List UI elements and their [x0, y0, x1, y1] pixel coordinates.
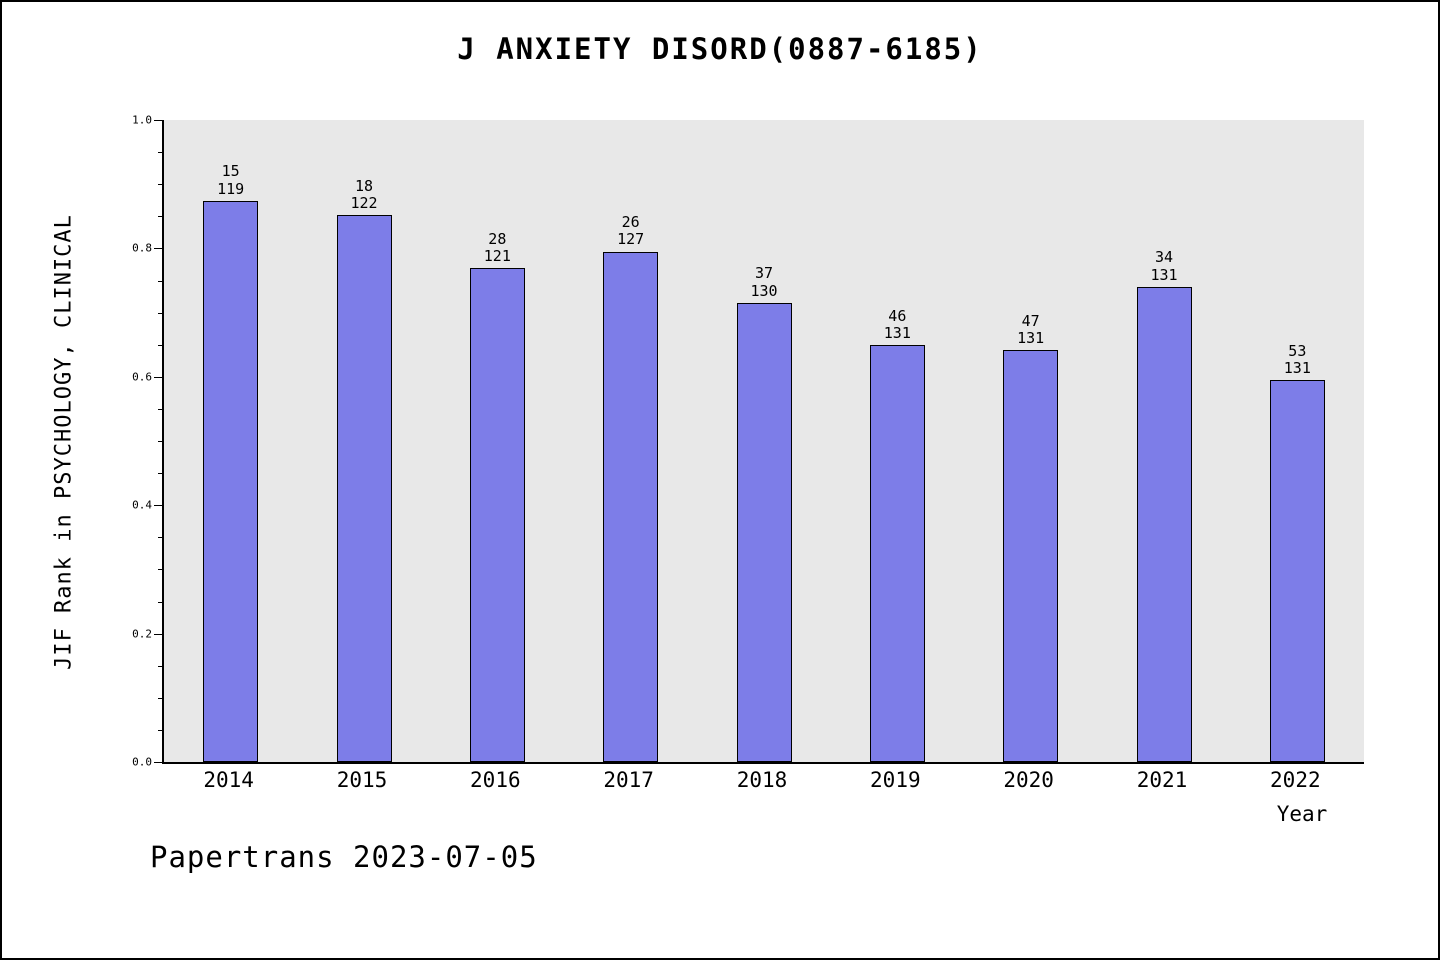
bar	[203, 200, 259, 762]
bar	[469, 268, 525, 762]
bar-group-2018: 37 130	[736, 265, 792, 762]
y-tick-label: 0.6	[132, 370, 152, 384]
bar-value-label: 15 119	[217, 162, 245, 198]
y-minor-tick	[158, 537, 162, 539]
y-minor-tick	[158, 312, 162, 315]
x-axis: 2014 2015 2016 2017 2018 2019 2020 2021 2022	[162, 768, 1362, 798]
bar-value-label: 34 131	[1150, 248, 1178, 284]
bar-group-2021: 34 131	[1136, 249, 1192, 762]
bar	[603, 251, 659, 762]
y-minor-tick	[158, 569, 162, 571]
bar-group-2017: 26 127	[603, 214, 659, 762]
y-minor-tick	[158, 184, 162, 186]
y-tick-label: 0.8	[132, 241, 152, 255]
x-tick-label: 2014	[203, 768, 254, 792]
bar-value-label: 18 122	[350, 176, 378, 212]
bar-group-2022: 53 131	[1269, 342, 1325, 762]
y-tick-label: 0.4	[132, 498, 152, 512]
x-tick-label: 2021	[1136, 768, 1188, 792]
y-major-tick	[154, 762, 162, 764]
y-minor-tick	[158, 473, 162, 475]
bar	[869, 345, 925, 762]
footer-watermark: Papertrans 2023-07-05	[150, 840, 538, 874]
y-major-tick	[154, 120, 162, 122]
x-tick-label: 2015	[336, 768, 388, 792]
y-axis: 0.0 0.2 0.4 0.6 0.8 1.0	[132, 114, 162, 769]
bar	[336, 215, 392, 762]
bar-group-2014: 15 119	[203, 163, 259, 762]
y-minor-tick	[158, 697, 162, 700]
bar	[736, 302, 792, 762]
bar-value-label: 28 121	[483, 229, 511, 266]
x-tick-label: 2018	[736, 768, 788, 792]
y-minor-tick	[158, 665, 162, 668]
y-tick-label: 0.0	[132, 755, 152, 769]
y-minor-tick	[158, 280, 162, 283]
y-major-tick	[154, 505, 162, 507]
y-tick-label: 0.2	[132, 627, 152, 641]
y-axis-title: JIF Rank in PSYCHOLOGY, CLINICAL	[51, 214, 77, 670]
bar-group-2019: 46 131	[869, 307, 925, 762]
y-minor-tick	[158, 152, 162, 154]
x-tick-label: 2020	[1003, 768, 1054, 792]
y-minor-tick	[158, 408, 162, 411]
plot-area: 15 119 18 122 28 121 26 127 37 130 46 131 47 1…	[162, 120, 1364, 764]
chart-title: J ANXIETY DISORD(0887-6185)	[457, 32, 983, 66]
y-minor-tick	[158, 344, 162, 347]
bar-group-2020: 47 131	[1003, 312, 1059, 762]
y-major-tick	[154, 633, 162, 636]
y-tick-label: 1.0	[132, 113, 152, 127]
x-axis-title: Year	[1276, 802, 1328, 826]
x-tick-label: 2017	[603, 768, 654, 792]
x-tick-label: 2016	[470, 768, 521, 792]
y-minor-tick	[158, 729, 162, 732]
y-minor-tick	[158, 216, 162, 218]
bar	[1269, 380, 1325, 762]
bar-value-label: 37 130	[750, 264, 778, 300]
x-tick-label: 2022	[1270, 768, 1321, 792]
bar-value-label: 26 127	[617, 213, 645, 249]
y-minor-tick	[158, 601, 162, 604]
bar-value-label: 47 131	[1017, 311, 1045, 348]
x-tick-label: 2019	[870, 768, 921, 792]
bar-value-label: 46 131	[883, 306, 911, 343]
bar	[1003, 350, 1059, 762]
bar-group-2016: 28 121	[469, 230, 525, 762]
bar	[1136, 286, 1192, 762]
y-major-tick	[154, 248, 162, 250]
y-minor-tick	[158, 441, 162, 443]
bar-value-label: 53 131	[1283, 341, 1311, 377]
bar-group-2015: 18 122	[336, 177, 392, 762]
y-major-tick	[154, 376, 162, 379]
